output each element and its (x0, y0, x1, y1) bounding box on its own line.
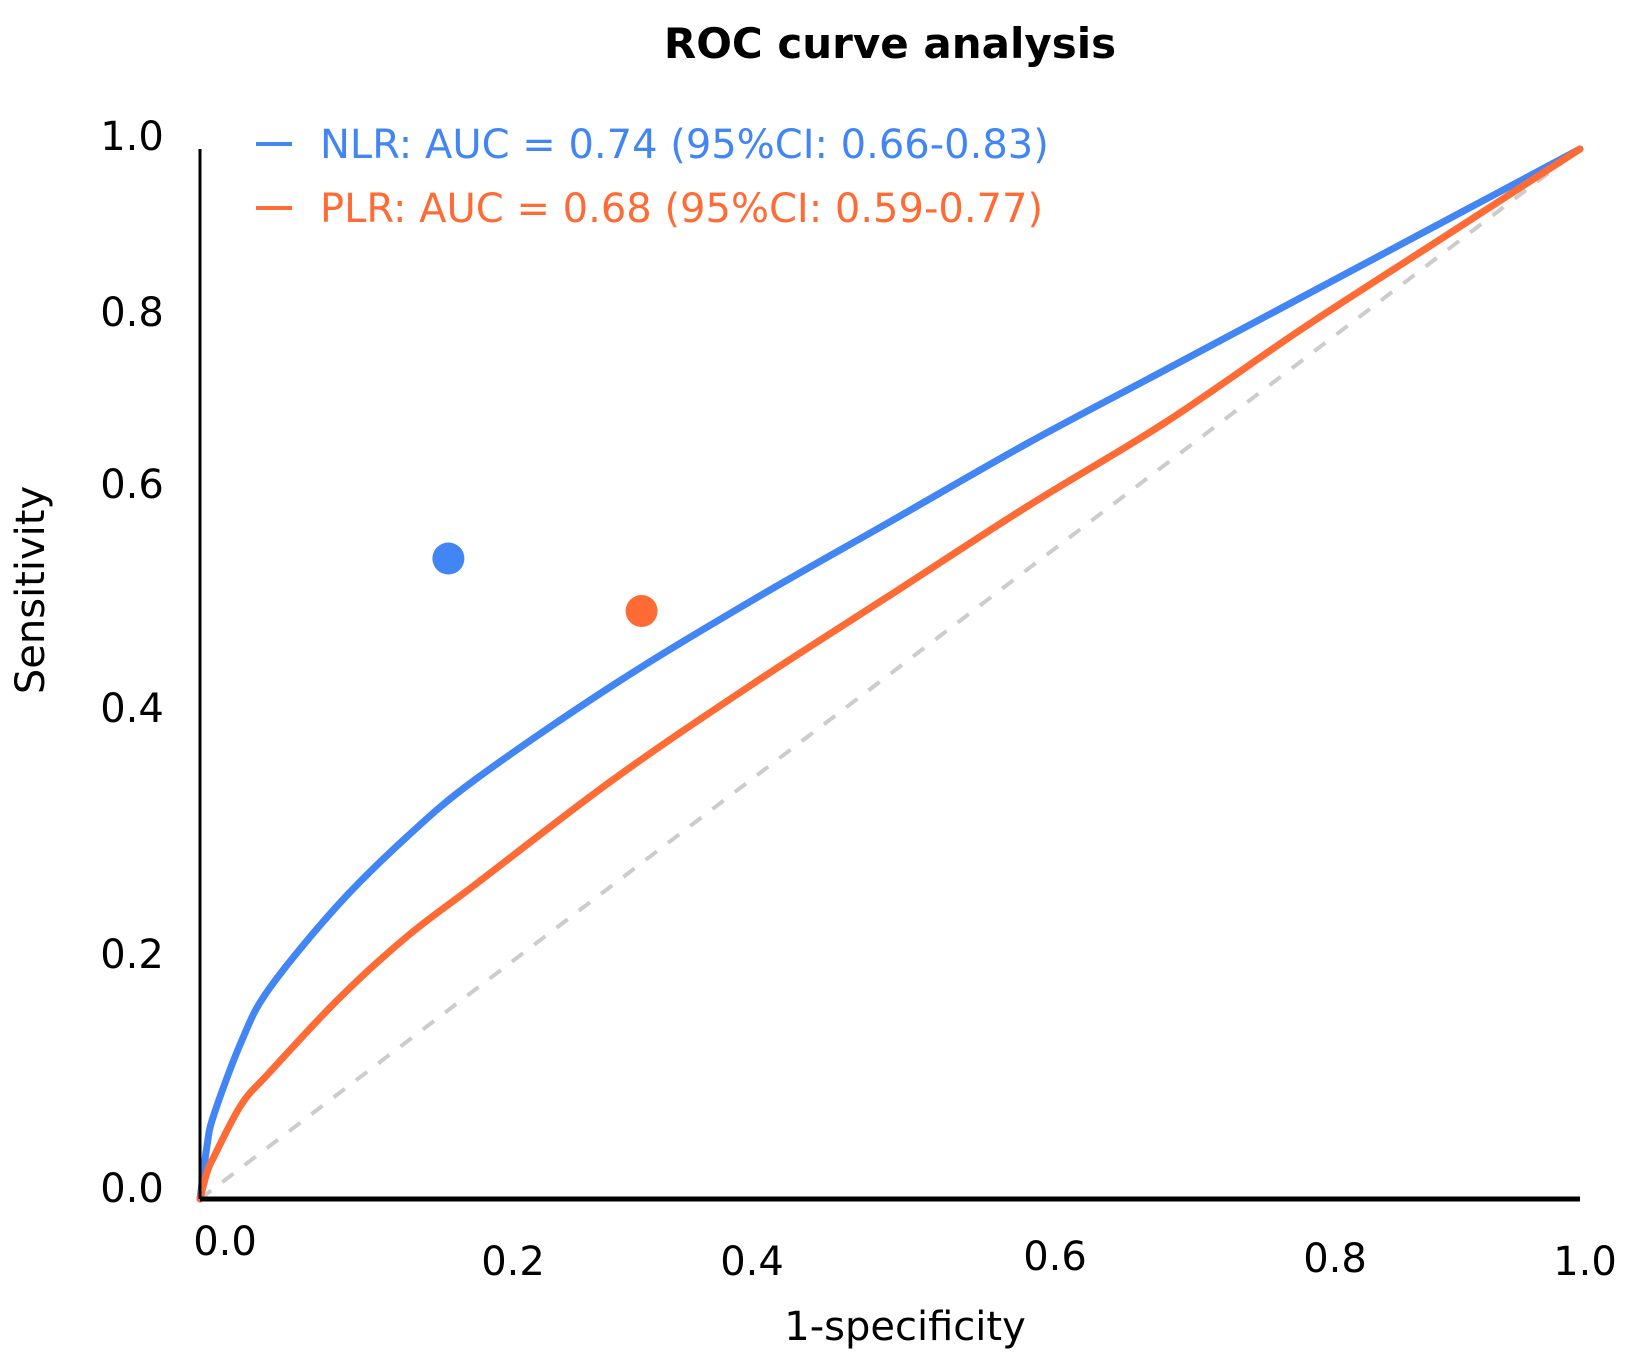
x-tick-label: 0.0 (193, 1219, 257, 1265)
x-axis-label: 1-specificity (784, 1304, 1025, 1350)
legend-label-plr: PLR: AUC = 0.68 (95%CI: 0.59-0.77) (320, 186, 1043, 232)
plot-area (196, 145, 1584, 1203)
y-tick-label: 0.0 (100, 1166, 164, 1212)
y-axis-label: Sensitivity (8, 486, 54, 694)
x-tick-label: 0.2 (481, 1239, 545, 1285)
reference-diagonal (198, 147, 1582, 1201)
x-tick-label: 0.8 (1303, 1236, 1367, 1282)
x-tick-label: 0.4 (720, 1239, 784, 1285)
series-layer (196, 145, 1584, 1203)
y-tick-label: 0.4 (100, 686, 164, 732)
y-tick-label: 0.6 (100, 462, 164, 508)
legend-label-nlr: NLR: AUC = 0.74 (95%CI: 0.66-0.83) (320, 122, 1049, 168)
x-tick-label: 0.6 (1023, 1234, 1087, 1280)
cutoff-point-nlr (432, 542, 465, 575)
x-tick-label: 1.0 (1553, 1239, 1617, 1285)
legend: NLR: AUC = 0.74 (95%CI: 0.66-0.83) PLR: A… (256, 122, 1049, 232)
y-tick-labels: 0.0 0.2 0.4 0.6 0.8 1.0 (100, 114, 164, 1212)
x-tick-labels: 0.0 0.2 0.4 0.6 0.8 1.0 (193, 1219, 1617, 1285)
y-tick-label: 1.0 (100, 114, 164, 160)
roc-curve-nlr (196, 145, 1584, 1203)
roc-curve-plr (196, 145, 1584, 1203)
chart-title: ROC curve analysis (664, 19, 1116, 68)
cutoff-point-plr (625, 595, 658, 627)
cutoff-markers (432, 542, 658, 627)
y-tick-label: 0.8 (100, 290, 164, 336)
y-tick-label: 0.2 (100, 932, 164, 978)
